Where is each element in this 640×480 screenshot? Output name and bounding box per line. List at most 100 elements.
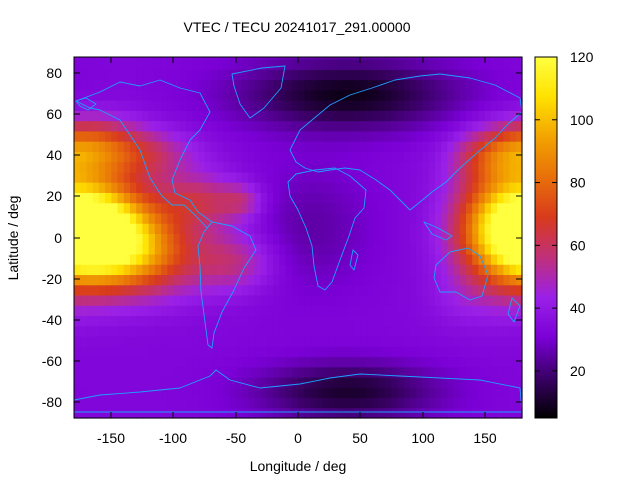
heatmap-cell (341, 79, 349, 91)
heatmap-cell (192, 335, 200, 347)
heatmap-cell (186, 346, 193, 358)
heatmap-cell (472, 141, 480, 152)
heatmap-cell (98, 151, 106, 163)
heatmap-cell (266, 141, 274, 152)
heatmap-cell (478, 171, 486, 183)
heatmap-cell (484, 233, 492, 245)
heatmap-cell (509, 192, 517, 204)
heatmap-cell (509, 346, 517, 358)
heatmap-cell (447, 387, 455, 399)
heatmap-cell (484, 284, 492, 296)
heatmap-cell (179, 192, 187, 204)
heatmap-cell (416, 346, 424, 358)
heatmap-cell (322, 233, 330, 245)
heatmap-cell (403, 284, 411, 296)
heatmap-cell (117, 161, 125, 173)
heatmap-cell (515, 366, 523, 378)
heatmap-cell (347, 151, 355, 163)
heatmap-cell (310, 79, 318, 91)
heatmap-cell (179, 69, 187, 81)
heatmap-cell (92, 284, 100, 296)
heatmap-cell (515, 356, 523, 368)
heatmap-cell (204, 253, 212, 265)
heatmap-cell (341, 223, 349, 234)
heatmap-cell (130, 223, 137, 234)
heatmap-cell (223, 141, 231, 152)
heatmap-cell (447, 79, 455, 91)
heatmap-cell (472, 182, 480, 193)
heatmap-cell (329, 366, 336, 378)
heatmap-cell (472, 69, 480, 81)
heatmap-cell (310, 325, 318, 337)
heatmap-cell (441, 325, 448, 337)
heatmap-cell (472, 243, 480, 255)
heatmap-cell (441, 253, 448, 265)
heatmap-cell (80, 192, 88, 204)
heatmap-cell (154, 325, 162, 337)
heatmap-cell (273, 397, 280, 409)
heatmap-cell (173, 89, 181, 101)
heatmap-cell (148, 264, 156, 276)
heatmap-cell (242, 171, 249, 183)
heatmap-cell (335, 57, 343, 60)
heatmap-cell (111, 387, 119, 399)
heatmap-cell (347, 325, 355, 337)
heatmap-cell (515, 407, 523, 419)
heatmap-cell (316, 387, 324, 399)
heatmap-cell (503, 397, 511, 409)
heatmap-cell (484, 376, 492, 388)
heatmap-cell (248, 212, 256, 224)
heatmap-cell (497, 305, 504, 317)
heatmap-cell (372, 397, 380, 409)
heatmap-cell (74, 325, 81, 337)
heatmap-cell (92, 110, 100, 122)
heatmap-cell (142, 57, 150, 60)
heatmap-cell (410, 182, 417, 193)
heatmap-cell (509, 79, 517, 91)
heatmap-cell (74, 212, 81, 224)
heatmap-cell (304, 141, 312, 152)
heatmap-cell (260, 335, 268, 347)
heatmap-cell (86, 69, 94, 81)
heatmap-cell (515, 120, 523, 132)
heatmap-cell (341, 141, 349, 152)
heatmap-cell (229, 223, 237, 234)
heatmap-cell (484, 335, 492, 347)
heatmap-cell (372, 233, 380, 245)
heatmap-cell (92, 69, 100, 81)
heatmap-cell (235, 397, 243, 409)
heatmap-cell (422, 89, 430, 101)
heatmap-cell (484, 315, 492, 327)
heatmap-cell (210, 212, 218, 224)
heatmap-cell (385, 79, 392, 91)
heatmap-cell (397, 387, 405, 399)
heatmap-cell (316, 182, 324, 193)
heatmap-cell (235, 130, 243, 142)
heatmap-cell (478, 212, 486, 224)
heatmap-cell (192, 141, 200, 152)
heatmap-cell (223, 59, 231, 70)
heatmap-cell (186, 325, 193, 337)
colorbar-tick-label: 20 (570, 363, 586, 379)
heatmap-cell (447, 253, 455, 265)
heatmap-cell (422, 151, 430, 163)
heatmap-cell (329, 192, 336, 204)
heatmap-cell (410, 141, 417, 152)
heatmap-cell (515, 387, 523, 399)
heatmap-cell (92, 305, 100, 317)
heatmap-cell (210, 192, 218, 204)
heatmap-cell (366, 151, 374, 163)
heatmap-cell (515, 79, 523, 91)
heatmap-cell (186, 69, 193, 81)
heatmap-cell (273, 182, 280, 193)
heatmap-cell (291, 192, 299, 204)
heatmap-cell (260, 202, 268, 214)
heatmap-cell (378, 57, 386, 60)
heatmap-cell (86, 335, 94, 347)
heatmap-cell (154, 141, 162, 152)
heatmap-cell (273, 141, 280, 152)
heatmap-cell (391, 366, 399, 378)
heatmap-cell (273, 284, 280, 296)
heatmap-cell (210, 79, 218, 91)
heatmap-cell (515, 253, 523, 265)
